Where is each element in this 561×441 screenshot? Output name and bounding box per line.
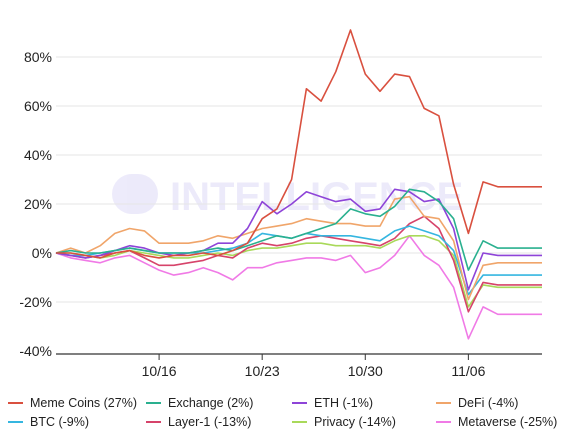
x-axis-ticks: 10/16 10/23 10/30 11/06 bbox=[142, 354, 486, 379]
legend-swatch bbox=[8, 402, 23, 404]
legend-swatch bbox=[8, 421, 23, 423]
legend-item: DeFi (-4%) bbox=[436, 396, 518, 410]
line-chart: INTELLIGENCE -40% -20% 0% 20% 40% 60% 80% 10/1… bbox=[19, 29, 542, 379]
series-line-exchange bbox=[55, 188, 542, 271]
y-tick-label: 0% bbox=[32, 245, 52, 261]
legend-label: Meme Coins (27%) bbox=[30, 396, 137, 410]
y-tick-label: 80% bbox=[24, 49, 52, 65]
legend-label: Privacy (-14%) bbox=[314, 415, 396, 429]
x-tick-label: 10/23 bbox=[245, 363, 280, 379]
legend-label: Exchange (2%) bbox=[168, 396, 254, 410]
legend-swatch bbox=[436, 402, 451, 404]
legend-item: Privacy (-14%) bbox=[292, 415, 396, 429]
legend-item: Metaverse (-25%) bbox=[436, 415, 557, 429]
legend-label: Metaverse (-25%) bbox=[458, 415, 558, 429]
y-tick-label: -20% bbox=[19, 294, 52, 310]
legend: Meme Coins (27%) Exchange (2%) ETH (-1%) De… bbox=[0, 395, 561, 441]
y-axis-ticks: -40% -20% 0% 20% 40% 60% 80% bbox=[19, 49, 52, 359]
series-line-metaverse bbox=[55, 235, 542, 340]
series-line-meme bbox=[56, 29, 542, 259]
legend-item: BTC (-9%) bbox=[8, 415, 89, 429]
series-lines bbox=[55, 29, 542, 340]
series-line-privacy bbox=[56, 235, 542, 308]
series-line-eth bbox=[55, 188, 542, 291]
legend-label: BTC (-9%) bbox=[30, 415, 90, 429]
y-tick-label: 60% bbox=[24, 98, 52, 114]
legend-item: Layer-1 (-13%) bbox=[146, 415, 251, 429]
x-tick-label: 11/06 bbox=[451, 363, 485, 379]
legend-label: ETH (-1%) bbox=[314, 396, 374, 410]
watermark: INTELLIGENCE bbox=[112, 174, 463, 219]
legend-item: ETH (-1%) bbox=[292, 396, 373, 410]
legend-label: Layer-1 (-13%) bbox=[168, 415, 252, 429]
legend-swatch bbox=[146, 421, 161, 423]
x-tick-label: 10/30 bbox=[348, 363, 383, 379]
legend-label: DeFi (-4%) bbox=[458, 396, 519, 410]
watermark-text: INTELLIGENCE bbox=[170, 175, 463, 219]
legend-swatch bbox=[292, 421, 307, 423]
x-tick-label: 10/16 bbox=[142, 363, 177, 379]
legend-swatch bbox=[146, 402, 161, 404]
watermark-logo bbox=[112, 174, 158, 214]
legend-item: Meme Coins (27%) bbox=[8, 396, 137, 410]
series-line-layer1 bbox=[55, 215, 542, 313]
series-line-defi bbox=[55, 195, 542, 301]
legend-swatch bbox=[436, 421, 451, 423]
y-tick-label: 40% bbox=[24, 147, 52, 163]
legend-item: Exchange (2%) bbox=[146, 396, 253, 410]
y-tick-label: -40% bbox=[19, 343, 52, 359]
y-tick-label: 20% bbox=[24, 196, 52, 212]
legend-swatch bbox=[292, 402, 307, 404]
